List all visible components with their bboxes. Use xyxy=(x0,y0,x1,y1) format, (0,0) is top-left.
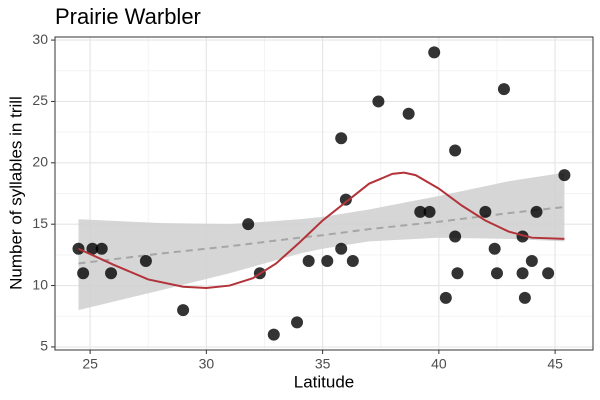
point xyxy=(542,267,555,280)
point xyxy=(451,267,464,280)
y-tick-label: 10 xyxy=(32,276,48,292)
point xyxy=(530,205,543,218)
point xyxy=(449,144,462,157)
point xyxy=(518,291,531,304)
y-tick-label: 25 xyxy=(32,92,48,108)
point xyxy=(339,193,352,206)
x-tick-label: 35 xyxy=(315,356,331,372)
point xyxy=(490,267,503,280)
point xyxy=(177,304,190,317)
point xyxy=(439,291,452,304)
point xyxy=(321,255,334,268)
point xyxy=(423,205,436,218)
point xyxy=(428,46,441,59)
confidence-band xyxy=(78,172,565,311)
y-tick-label: 20 xyxy=(32,154,48,170)
point xyxy=(449,230,462,243)
point xyxy=(335,242,348,255)
x-tick-label: 40 xyxy=(431,356,447,372)
point xyxy=(346,255,359,268)
point xyxy=(558,169,571,182)
point xyxy=(414,205,427,218)
point xyxy=(302,255,315,268)
point xyxy=(86,242,99,255)
point xyxy=(77,267,90,280)
point xyxy=(267,328,280,341)
point xyxy=(488,242,501,255)
y-tick-label: 15 xyxy=(32,215,48,231)
y-tick-label: 30 xyxy=(32,31,48,47)
point xyxy=(242,218,255,231)
point xyxy=(105,267,118,280)
point xyxy=(525,255,538,268)
point xyxy=(95,242,108,255)
panel-border xyxy=(54,36,594,351)
loess-line xyxy=(78,171,565,290)
chart-title: Prairie Warbler xyxy=(55,4,201,29)
point xyxy=(372,95,385,108)
point xyxy=(516,267,529,280)
point xyxy=(139,255,152,268)
x-tick-label: 25 xyxy=(82,356,98,372)
x-axis-title: Latitude xyxy=(294,372,355,391)
x-tick-label: 45 xyxy=(547,356,563,372)
point xyxy=(497,83,510,96)
point xyxy=(402,107,415,120)
point xyxy=(335,132,348,145)
point xyxy=(291,316,304,329)
y-tick-label: 5 xyxy=(40,338,48,354)
y-axis-title: Number of syllables in trill xyxy=(6,96,25,290)
x-tick-label: 30 xyxy=(199,356,215,372)
point xyxy=(479,205,492,218)
